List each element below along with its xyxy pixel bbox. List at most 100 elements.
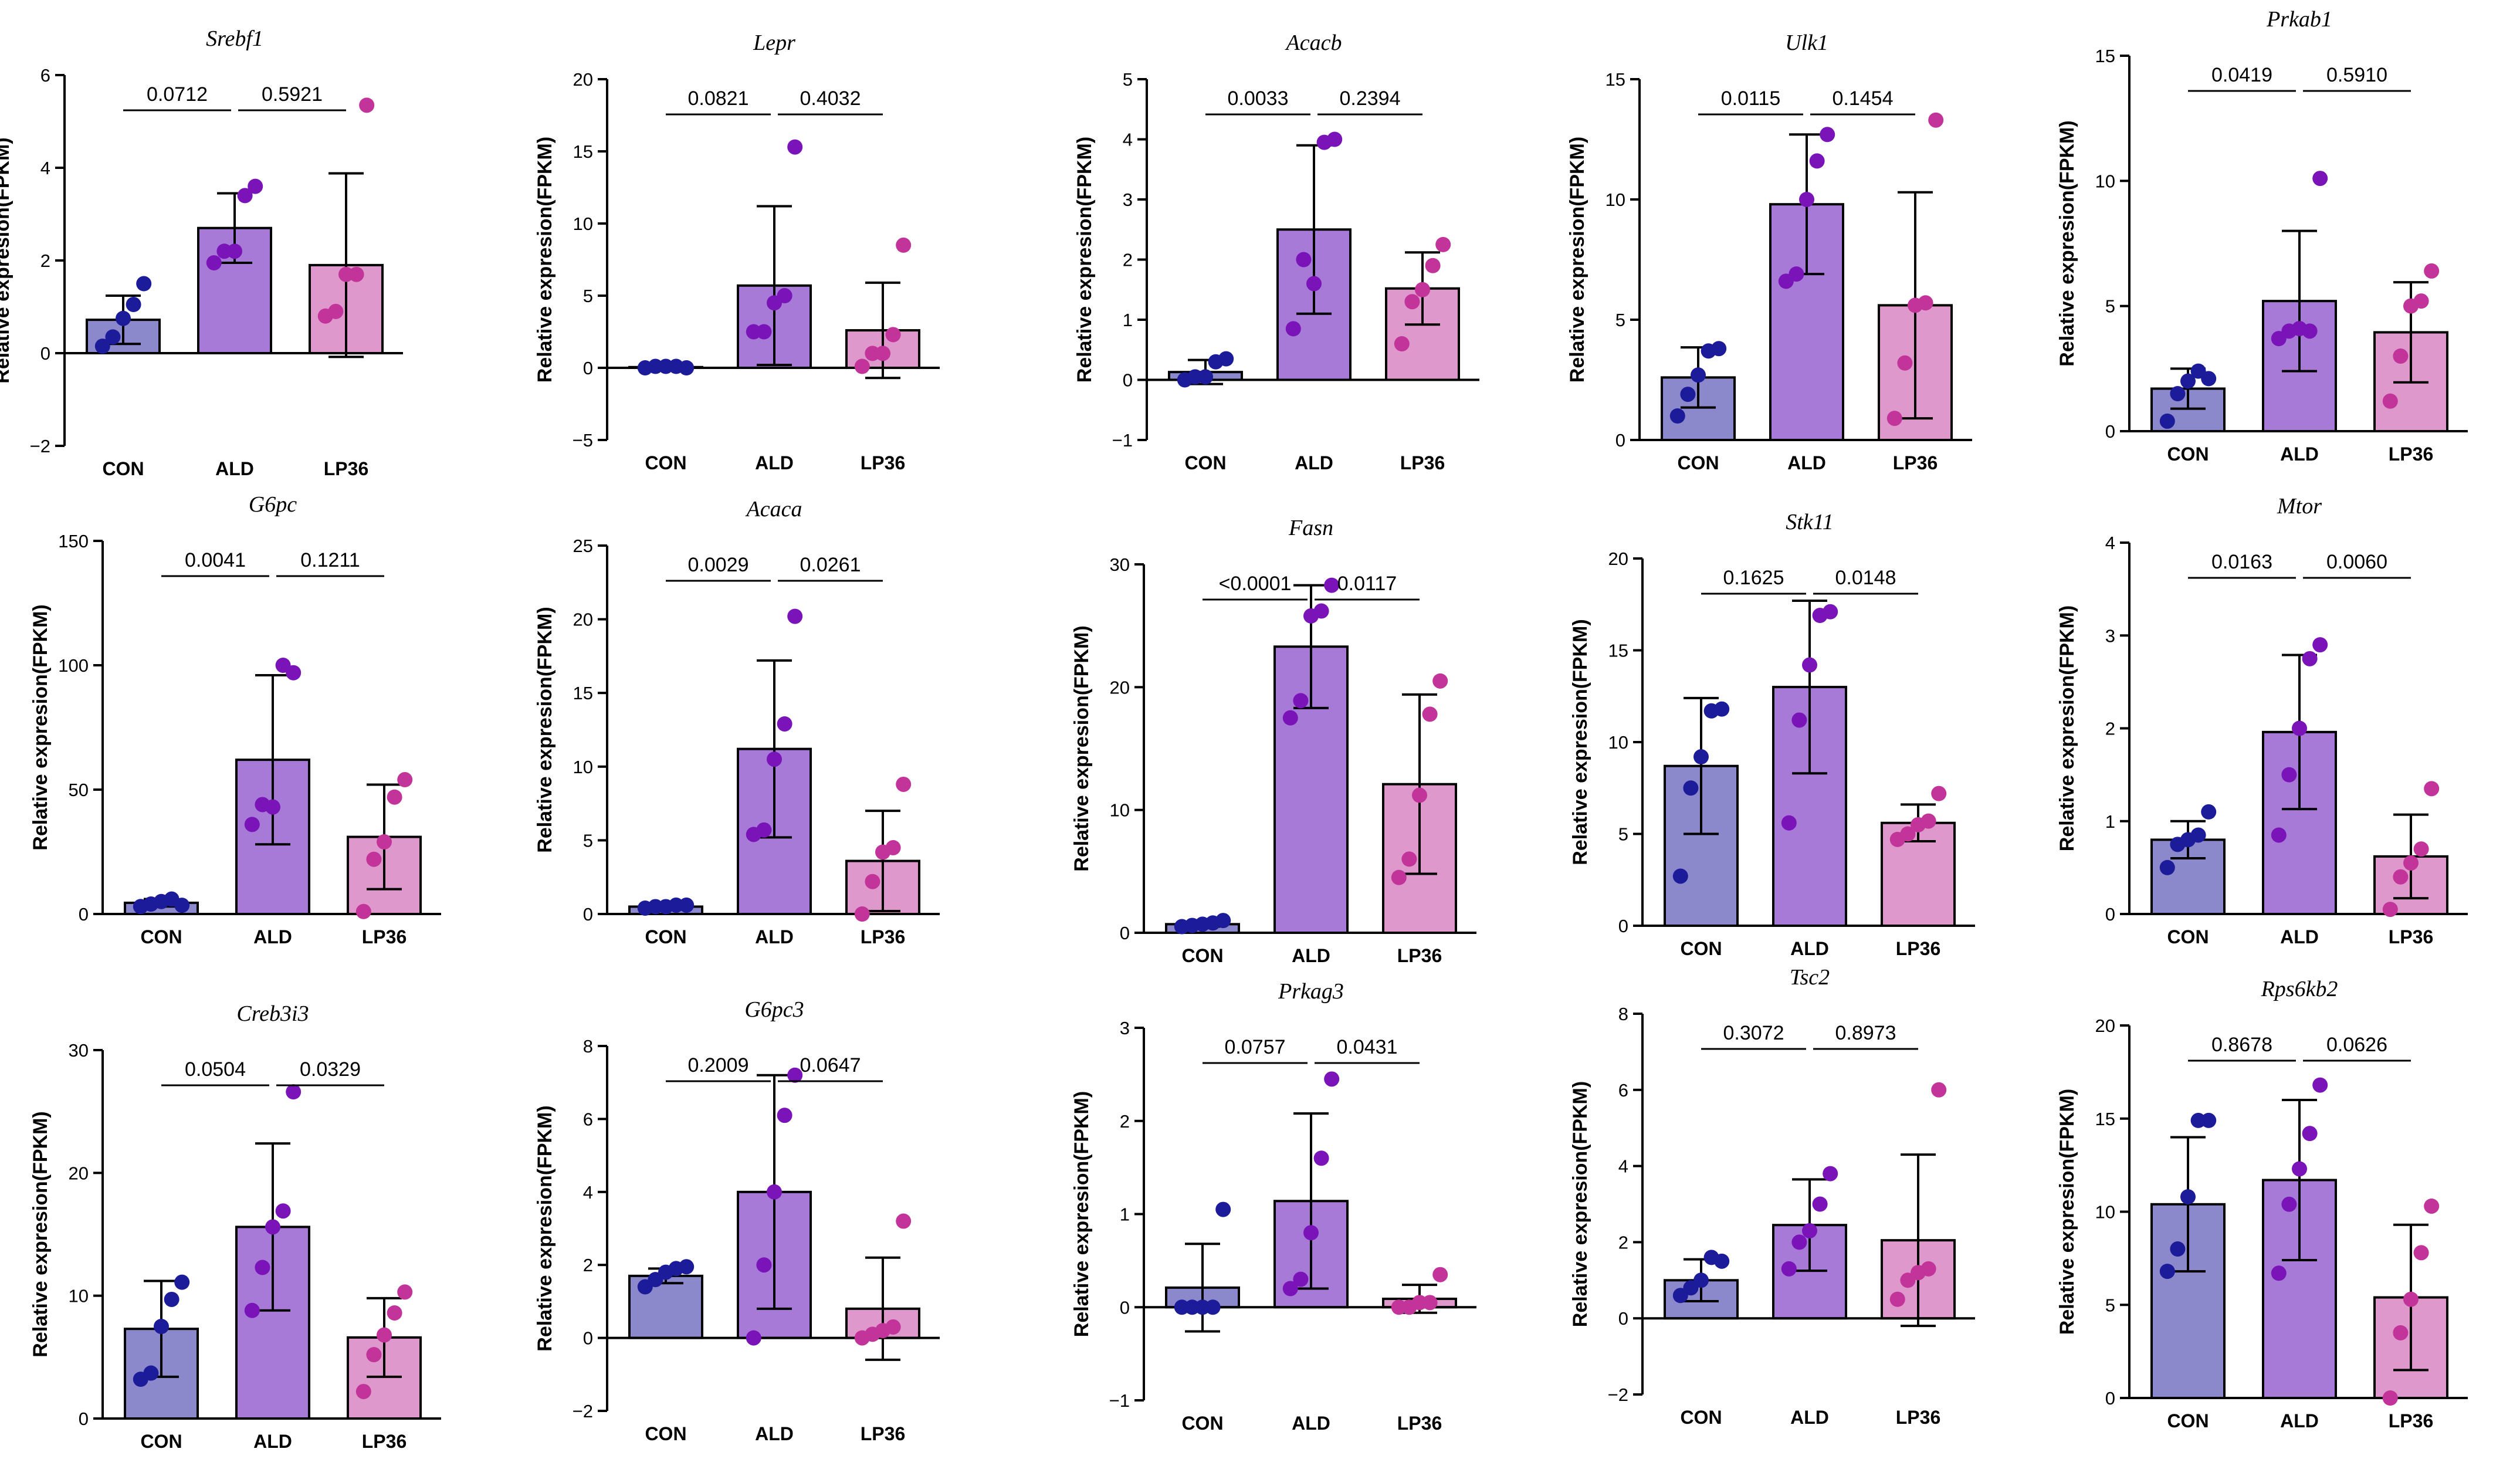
data-point-ald <box>746 1330 761 1346</box>
data-point-ald <box>244 1302 260 1318</box>
x-category-label: CON <box>645 926 686 947</box>
p-value-label: 0.5921 <box>262 83 323 106</box>
data-point-ald <box>777 1108 792 1123</box>
y-tick-label: 10 <box>1606 189 1625 210</box>
y-tick-label: 50 <box>69 780 89 800</box>
data-point-ald <box>767 1184 782 1200</box>
data-point-lp36 <box>1928 112 1944 128</box>
data-point-con <box>154 1319 169 1334</box>
data-point-lp36 <box>2413 841 2429 857</box>
data-point-ald <box>2292 1161 2307 1177</box>
data-point-lp36 <box>359 97 375 113</box>
x-category-label: LP36 <box>324 458 368 479</box>
data-point-con <box>164 1291 179 1307</box>
x-category-label: ALD <box>1787 452 1826 473</box>
data-point-lp36 <box>865 874 880 889</box>
data-point-con <box>1672 868 1688 884</box>
p-value-label: 0.0821 <box>688 87 749 110</box>
y-tick-label: 0 <box>1615 430 1625 451</box>
data-point-con <box>1205 1299 1221 1315</box>
data-point-ald <box>206 255 222 270</box>
y-tick-label: 5 <box>583 830 593 851</box>
bar-ald <box>2262 730 2337 915</box>
y-tick-label: 0 <box>583 904 593 925</box>
x-category-label: LP36 <box>1896 1407 1940 1428</box>
data-point-lp36 <box>875 346 890 361</box>
p-value-label: 0.1211 <box>300 549 360 571</box>
y-tick-label: 30 <box>69 1040 89 1061</box>
p-value-label: 0.0029 <box>688 554 749 576</box>
data-point-ald <box>2292 720 2307 736</box>
y-tick-label: −1 <box>1112 430 1133 451</box>
p-value-label: 0.0431 <box>1337 1036 1398 1058</box>
y-tick-label: 4 <box>583 1182 593 1203</box>
data-point-con <box>1693 1272 1709 1288</box>
p-value-label: 0.8678 <box>2211 1034 2272 1056</box>
y-tick-label: 3 <box>1120 1018 1130 1038</box>
data-point-ald <box>244 817 260 832</box>
p-value-label: 0.0504 <box>185 1058 246 1081</box>
chart-panel-srebf1: Srebf1 Relative expresion(FPKM) −2 0 2 4 6 CON A… <box>0 26 403 479</box>
p-value-label: 0.0419 <box>2211 64 2272 86</box>
data-point-lp36 <box>1889 1291 1905 1307</box>
x-category-label: LP36 <box>1400 452 1445 473</box>
x-category-label: LP36 <box>861 926 905 947</box>
y-tick-label: 0 <box>583 1328 593 1349</box>
x-category-label: LP36 <box>2389 926 2433 947</box>
data-point-ald <box>1791 1234 1807 1250</box>
data-point-ald <box>286 665 302 681</box>
data-point-lp36 <box>1931 1082 1947 1098</box>
data-point-lp36 <box>387 1305 402 1321</box>
y-tick-label: 4 <box>2105 533 2115 553</box>
chart-panel-creb3i3: Creb3i3 Relative expresion(FPKM) 0 10 20 30 CO… <box>29 1001 441 1452</box>
x-category-label: ALD <box>755 1423 794 1444</box>
y-tick-label: 0 <box>583 358 593 378</box>
data-point-lp36 <box>2393 1325 2409 1340</box>
data-point-ald <box>787 139 803 155</box>
y-tick-label: 5 <box>2105 296 2115 317</box>
x-category-label: ALD <box>755 452 794 473</box>
data-point-con <box>105 329 121 345</box>
data-point-ald <box>1282 1281 1298 1296</box>
y-tick-label: 2 <box>1123 250 1133 270</box>
data-point-lp36 <box>2413 1245 2429 1261</box>
y-tick-label: 20 <box>573 69 593 90</box>
x-category-label: CON <box>1181 1413 1223 1434</box>
y-tick-label: 30 <box>1110 554 1130 575</box>
data-point-ald <box>767 751 782 767</box>
x-category-label: LP36 <box>1893 452 1938 473</box>
x-category-label: LP36 <box>1397 945 1442 966</box>
y-tick-label: 2 <box>40 250 50 271</box>
data-point-ald <box>2302 1126 2318 1142</box>
chart-title: Prkag3 <box>1278 979 1344 1004</box>
p-value-label: 0.4032 <box>800 87 861 110</box>
x-category-label: CON <box>1184 452 1226 473</box>
y-tick-label: 5 <box>1615 310 1625 330</box>
data-point-lp36 <box>1412 787 1427 803</box>
y-tick-label: 10 <box>1608 732 1628 753</box>
x-category-label: LP36 <box>861 1423 905 1444</box>
y-axis-label: Relative expresion(FPKM) <box>1073 137 1096 382</box>
data-point-ald <box>1802 657 1817 673</box>
chart-panel-g6pc: G6pc Relative expresion(FPKM) 0 50 100 150 CON… <box>29 492 441 947</box>
data-point-ald <box>1781 815 1797 831</box>
y-axis-label: Relative expresion(FPKM) <box>1569 619 1591 865</box>
y-tick-label: 8 <box>583 1036 593 1057</box>
y-tick-label: 6 <box>583 1109 593 1129</box>
y-axis-label: Relative expresion(FPKM) <box>2056 120 2078 366</box>
x-category-label: CON <box>645 452 686 473</box>
y-tick-label: 15 <box>573 683 593 703</box>
y-tick-label: 20 <box>69 1163 89 1183</box>
chart-title: Mtor <box>2277 494 2322 519</box>
data-point-lp36 <box>2424 781 2440 797</box>
p-value-label: 0.0626 <box>2326 1034 2387 1056</box>
data-point-lp36 <box>2382 1390 2398 1406</box>
data-point-lp36 <box>854 358 870 374</box>
data-point-con <box>1693 749 1709 765</box>
chart-title: Srebf1 <box>206 26 263 51</box>
y-tick-label: 0 <box>2105 421 2115 442</box>
y-tick-label: 5 <box>1123 69 1133 90</box>
data-point-ald <box>1282 710 1298 726</box>
data-point-lp36 <box>854 906 870 922</box>
